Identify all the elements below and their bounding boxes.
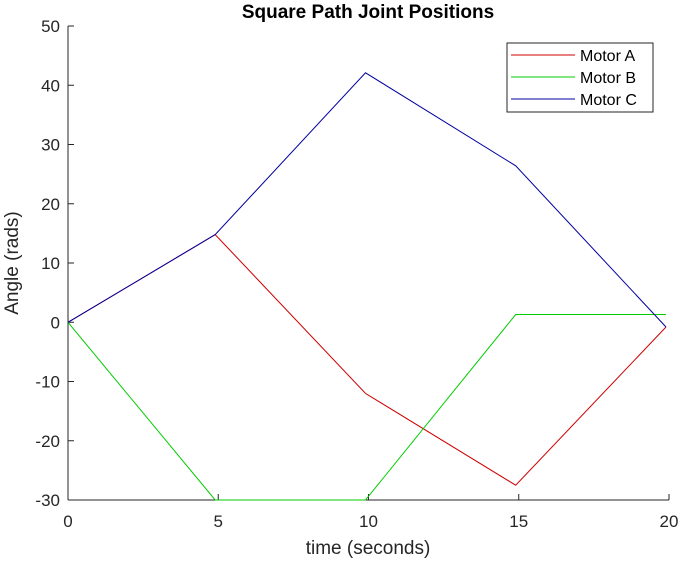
- y-tick-label: 20: [41, 195, 60, 214]
- x-tick-label: 10: [359, 512, 378, 531]
- x-tick-label: 20: [660, 512, 679, 531]
- y-tick-label: 50: [41, 17, 60, 36]
- series-lines: [67, 72, 667, 501]
- series-line-motor-b: [67, 314, 666, 501]
- y-tick-label: 30: [41, 136, 60, 155]
- x-tick-label: 0: [63, 512, 72, 531]
- y-tick-label: 40: [41, 76, 60, 95]
- legend: Motor A Motor B Motor C: [506, 42, 654, 113]
- y-tick-label: 10: [41, 254, 60, 273]
- x-tick-label: 5: [214, 512, 223, 531]
- x-axis-ticks: 0 5 10 15 20: [63, 494, 678, 531]
- x-axis-label: time (seconds): [306, 538, 431, 559]
- y-tick-label: 0: [51, 313, 60, 332]
- series-line-motor-c: [67, 72, 667, 328]
- legend-label: Motor A: [580, 48, 635, 65]
- chart-title: Square Path Joint Positions: [242, 2, 494, 23]
- y-tick-label: -10: [35, 373, 60, 392]
- y-tick-label: -30: [35, 491, 60, 510]
- y-tick-label: -20: [35, 432, 60, 451]
- legend-label: Motor C: [580, 92, 637, 109]
- y-axis-ticks: -30 -20 -10 0 10 20 30 40 50: [35, 17, 74, 510]
- y-axis-label: Angle (rads): [2, 211, 23, 315]
- x-tick-label: 15: [509, 512, 528, 531]
- legend-label: Motor B: [580, 70, 636, 87]
